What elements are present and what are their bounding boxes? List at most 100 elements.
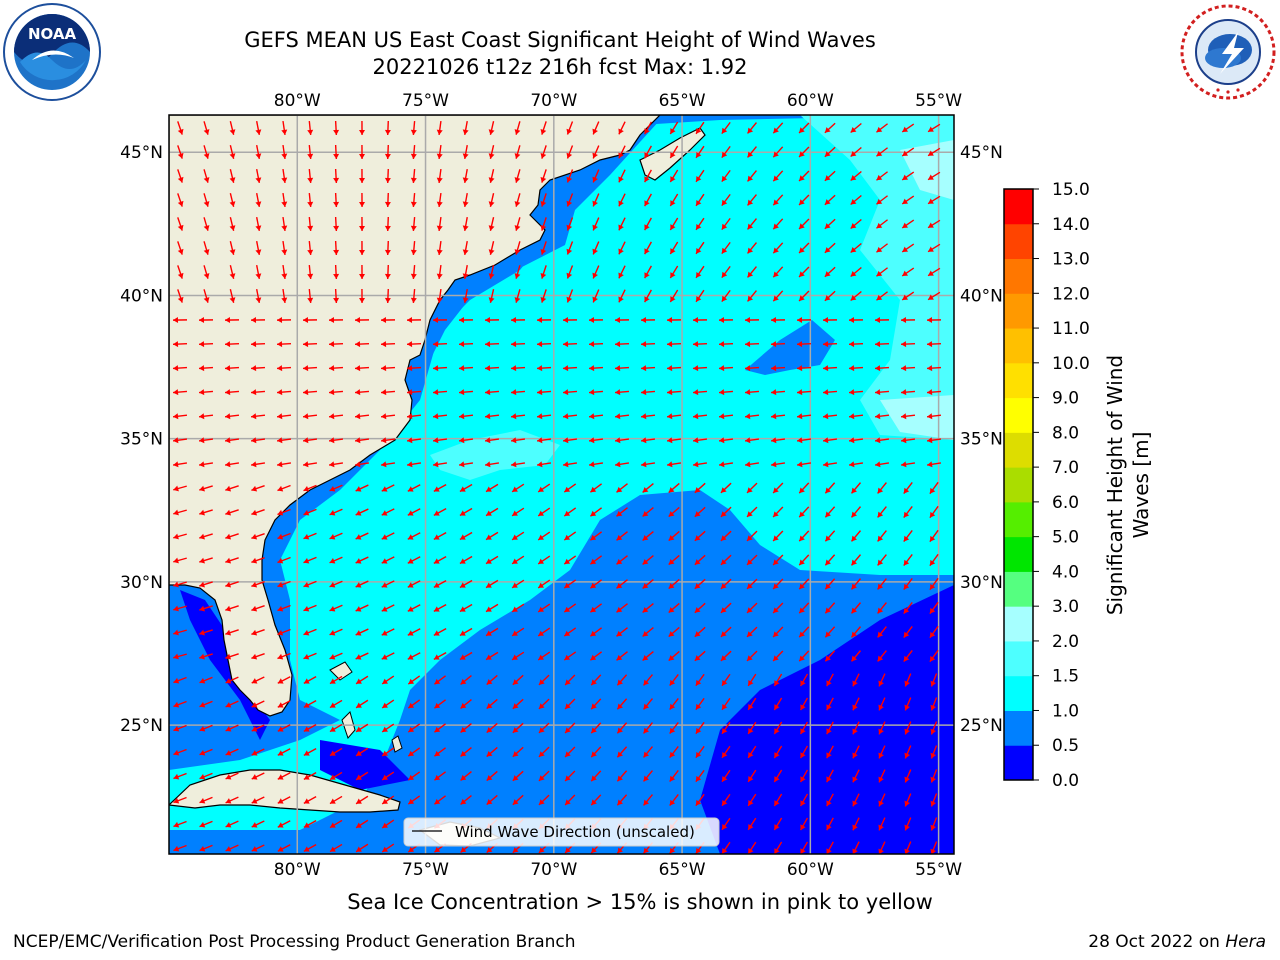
wave-direction-arrow: [642, 603, 654, 613]
wave-direction-arrow: [718, 317, 734, 324]
wave-direction-arrow: [666, 389, 682, 396]
wave-direction-arrow: [616, 555, 628, 565]
wave-direction-arrow: [303, 747, 317, 757]
wave-direction-arrow: [669, 169, 679, 183]
wave-direction-arrow: [510, 341, 526, 348]
wave-direction-arrow: [459, 531, 473, 541]
wave-direction-arrow: [824, 530, 836, 542]
wave-direction-arrow: [433, 532, 447, 540]
wave-direction-arrow: [381, 723, 395, 733]
wave-direction-arrow: [695, 721, 705, 735]
wave-direction-arrow: [198, 413, 214, 420]
wave-direction-arrow: [486, 770, 498, 782]
wave-direction-arrow: [927, 171, 941, 181]
wave-direction-arrow: [799, 769, 809, 783]
wave-direction-arrow: [281, 288, 288, 304]
wave-direction-arrow: [198, 437, 214, 444]
wave-direction-arrow: [436, 240, 443, 256]
wave-direction-arrow: [251, 700, 265, 708]
wave-direction-arrow: [224, 413, 240, 420]
wave-direction-arrow: [510, 461, 526, 468]
wave-direction-arrow: [822, 317, 838, 324]
wave-direction-arrow: [177, 289, 184, 303]
wave-direction-arrow: [380, 365, 396, 372]
wave-direction-arrow: [720, 626, 732, 638]
wave-direction-arrow: [618, 169, 626, 183]
wave-direction-arrow: [173, 844, 187, 852]
wave-direction-arrow: [281, 264, 288, 280]
wave-direction-arrow: [199, 796, 213, 804]
wave-direction-arrow: [407, 556, 421, 564]
wave-direction-arrow: [485, 651, 499, 661]
wave-direction-arrow: [462, 216, 469, 232]
wave-direction-arrow: [381, 652, 395, 660]
wave-direction-arrow: [772, 554, 784, 566]
wave-direction-arrow: [486, 698, 498, 710]
wave-direction-arrow: [540, 169, 547, 183]
wave-direction-arrow: [850, 218, 862, 230]
colorbar-tick-label: 1.5: [1052, 667, 1079, 687]
wave-direction-arrow: [850, 530, 862, 542]
wave-direction-arrow: [930, 841, 938, 854]
lon-tick-bottom: 60°W: [787, 860, 834, 880]
wave-direction-arrow: [255, 168, 262, 184]
wave-direction-arrow: [225, 653, 239, 660]
wave-direction-arrow: [281, 240, 288, 256]
wave-direction-arrow: [876, 147, 888, 157]
wave-direction-arrow: [640, 317, 656, 324]
wave-direction-arrow: [616, 674, 628, 686]
wave-direction-arrow: [618, 217, 626, 231]
wave-direction-arrow: [281, 192, 288, 208]
wave-direction-arrow: [303, 771, 317, 781]
wave-direction-arrow: [511, 531, 525, 541]
wave-direction-arrow: [510, 389, 526, 396]
wave-direction-arrow: [566, 193, 574, 207]
wave-direction-arrow: [276, 437, 292, 444]
wave-direction-arrow: [172, 437, 188, 444]
wave-direction-arrow: [563, 603, 577, 613]
wave-direction-arrow: [824, 122, 836, 134]
wave-direction-arrow: [538, 722, 550, 734]
wave-direction-arrow: [773, 721, 783, 735]
wave-direction-arrow: [229, 241, 236, 255]
wave-direction-arrow: [329, 843, 343, 853]
wave-direction-arrow: [354, 365, 370, 372]
wave-direction-arrow: [772, 146, 784, 158]
wave-direction-arrow: [929, 529, 939, 543]
wave-direction-arrow: [355, 771, 369, 781]
wave-direction-arrow: [302, 389, 318, 396]
wave-direction-arrow: [538, 746, 550, 758]
wave-direction-arrow: [536, 389, 552, 396]
wave-direction-arrow: [329, 556, 343, 564]
wave-direction-arrow: [488, 241, 495, 255]
wave-direction-arrow: [848, 389, 864, 396]
wave-direction-arrow: [355, 508, 369, 516]
wave-direction-arrow: [564, 674, 576, 686]
wave-direction-arrow: [877, 650, 887, 662]
wave-direction-arrow: [822, 437, 838, 444]
wave-direction-arrow: [250, 437, 266, 444]
wave-direction-arrow: [772, 218, 784, 230]
wave-direction-arrow: [644, 241, 652, 255]
wave-direction-arrow: [486, 794, 498, 806]
wave-direction-arrow: [302, 461, 318, 468]
wave-direction-arrow: [276, 365, 292, 372]
wave-direction-arrow: [850, 266, 862, 278]
wave-direction-arrow: [592, 265, 600, 279]
wave-direction-arrow: [250, 389, 266, 396]
wave-direction-arrow: [695, 673, 705, 687]
wave-direction-arrow: [721, 193, 731, 207]
colorbar-segment: [1004, 258, 1033, 294]
wave-direction-arrow: [512, 674, 524, 686]
colorbar-label-line2: Waves [m]: [1129, 432, 1153, 539]
wave-direction-arrow: [433, 580, 447, 588]
wave-direction-arrow: [359, 264, 366, 280]
wave-direction-arrow: [720, 578, 732, 590]
colorbar-tick-label: 0.0: [1052, 771, 1079, 791]
wave-direction-arrow: [904, 769, 912, 783]
wave-direction-arrow: [668, 482, 680, 494]
wave-direction-arrow: [462, 264, 469, 280]
wave-direction-arrow: [436, 216, 443, 232]
wave-direction-arrow: [692, 365, 708, 372]
